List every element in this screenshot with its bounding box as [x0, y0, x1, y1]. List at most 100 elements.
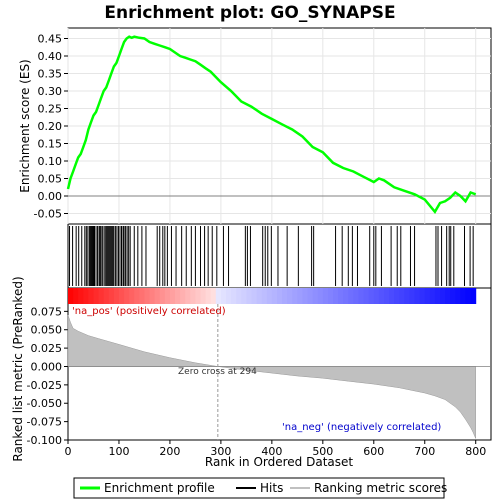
ranking-bar-segment	[231, 288, 237, 304]
ranking-bar-segment	[358, 288, 365, 304]
ranking-bar-segment	[414, 288, 421, 304]
ranking-bar-segment	[419, 288, 426, 304]
ranking-bar-segment	[373, 288, 380, 304]
ranking-bar-segment	[190, 288, 196, 304]
es-y-tick-label: 0.45	[38, 33, 63, 46]
ranking-bar-segment	[68, 288, 74, 304]
ranking-bar-segment	[175, 288, 181, 304]
es-y-tick-label: 0.30	[38, 85, 63, 98]
ranking-bar-segment	[200, 288, 207, 304]
ranking-bar-segment	[93, 288, 100, 304]
es-y-ticks: -0.05 0.00 0.05 0.10 0.15 0.20 0.25 0.30 0.35 0.4…	[34, 33, 68, 221]
ranking-bar-segment	[134, 288, 140, 304]
ranking-bar-segment	[394, 288, 400, 304]
ranking-bar-segment	[440, 288, 446, 304]
ranking-bar-segment	[368, 288, 375, 304]
es-y-tick-label: -0.05	[34, 208, 62, 221]
ranking-y-tick-label: -0.050	[27, 397, 62, 410]
ranking-bar-segment	[180, 288, 186, 304]
es-y-axis-label: Enrichment score (ES)	[18, 59, 32, 192]
es-y-tick-label: 0.15	[38, 138, 63, 151]
legend: Enrichment profile Hits Ranking metric s…	[73, 477, 447, 499]
ranking-y-ticks: -0.100 -0.075 -0.050 -0.025 0.000 0.025 0.050 0…	[27, 305, 68, 447]
legend-ranking-label: Ranking metric scores	[314, 481, 447, 495]
ranking-bar-segment	[465, 288, 472, 304]
ranking-area-path	[67, 314, 476, 439]
x-tick-label: 500	[312, 445, 333, 458]
ranking-bar-segment	[450, 288, 456, 304]
es-y-tick-label: 0.05	[38, 173, 63, 186]
legend-hits-label: Hits	[260, 481, 283, 495]
positive-correlated-label: 'na_pos' (positively correlated)	[72, 306, 226, 317]
ranking-bar-segment	[215, 288, 222, 304]
ranking-bar-segment	[169, 288, 176, 304]
ranking-bar-segment	[338, 288, 344, 304]
ranking-bar-segment	[424, 288, 431, 304]
ranking-bar-segment	[282, 288, 288, 304]
ranking-color-bar	[68, 288, 477, 304]
ranking-bar-segment	[103, 288, 110, 304]
ranking-y-tick-label: 0.075	[31, 305, 63, 318]
ranking-bar-segment	[460, 288, 467, 304]
x-tick-label: 700	[414, 445, 435, 458]
ranking-bar-segment	[378, 288, 385, 304]
ranking-bar-segment	[164, 288, 171, 304]
ranking-bar-segment	[353, 288, 359, 304]
ranking-bar-segment	[256, 288, 263, 304]
ranking-y-tick-label: 0.050	[31, 324, 63, 337]
ranking-bar-segment	[88, 288, 94, 304]
ranking-bar-segment	[251, 288, 258, 304]
chart-title: Enrichment plot: GO_SYNAPSE	[104, 3, 395, 23]
ranking-bar-segment	[118, 288, 125, 304]
ranking-bar-segment	[149, 288, 156, 304]
ranking-bar-segment	[113, 288, 120, 304]
ranking-bar-segment	[322, 288, 329, 304]
ranking-bar-segment	[154, 288, 161, 304]
ranking-bar-segment	[287, 288, 293, 304]
ranking-bar-segment	[343, 288, 349, 304]
es-y-tick-label: 0.25	[38, 103, 63, 116]
x-tick-label: 400	[261, 445, 282, 458]
ranking-metric-area	[67, 314, 491, 439]
x-tick-label: 0	[65, 445, 72, 458]
ranking-bar-segment	[124, 288, 130, 304]
es-profile-path	[66, 35, 477, 214]
ranking-y-tick-label: -0.100	[27, 434, 62, 447]
ranking-bar-segment	[404, 288, 410, 304]
ranking-bar-segment	[266, 288, 273, 304]
x-tick-label: 100	[108, 445, 129, 458]
ranking-bar-segment	[312, 288, 319, 304]
ranking-bar-segment	[333, 288, 339, 304]
ranking-bar-segment	[389, 288, 395, 304]
ranking-bar-segment	[98, 288, 105, 304]
x-axis-label: Rank in Ordered Dataset	[205, 455, 353, 469]
ranking-bar-segment	[225, 288, 232, 304]
hits-ticks	[69, 226, 474, 286]
ranking-bar-segment	[307, 288, 314, 304]
zero-cross-label: Zero cross at 294	[178, 367, 257, 377]
es-y-tick-label: 0.40	[38, 50, 63, 63]
ranking-bar-segment	[399, 288, 405, 304]
ranking-bar-segment	[455, 288, 461, 304]
ranking-bar-segment	[470, 288, 477, 304]
ranking-bar-segment	[78, 288, 84, 304]
hits-panel-frame	[67, 223, 492, 289]
ranking-bar-segment	[292, 288, 298, 304]
ranking-bar-segment	[159, 288, 166, 304]
ranking-bar-segment	[241, 288, 247, 304]
ranking-bar-segment	[297, 288, 303, 304]
ranking-bar-segment	[185, 288, 191, 304]
x-axis-ticks: 0 100 200 300 400 500 600 700 800	[65, 440, 486, 458]
ranking-bar-segment	[139, 288, 145, 304]
ranking-bar-segment	[205, 288, 212, 304]
ranking-bar-segment	[144, 288, 151, 304]
ranking-bar-segment	[83, 288, 89, 304]
ranking-bar-segment	[236, 288, 242, 304]
es-y-tick-label: 0.10	[38, 155, 63, 168]
x-tick-label: 600	[363, 445, 384, 458]
ranking-y-tick-label: -0.025	[27, 379, 62, 392]
ranking-bar-segment	[129, 288, 135, 304]
x-tick-label: 300	[210, 445, 231, 458]
